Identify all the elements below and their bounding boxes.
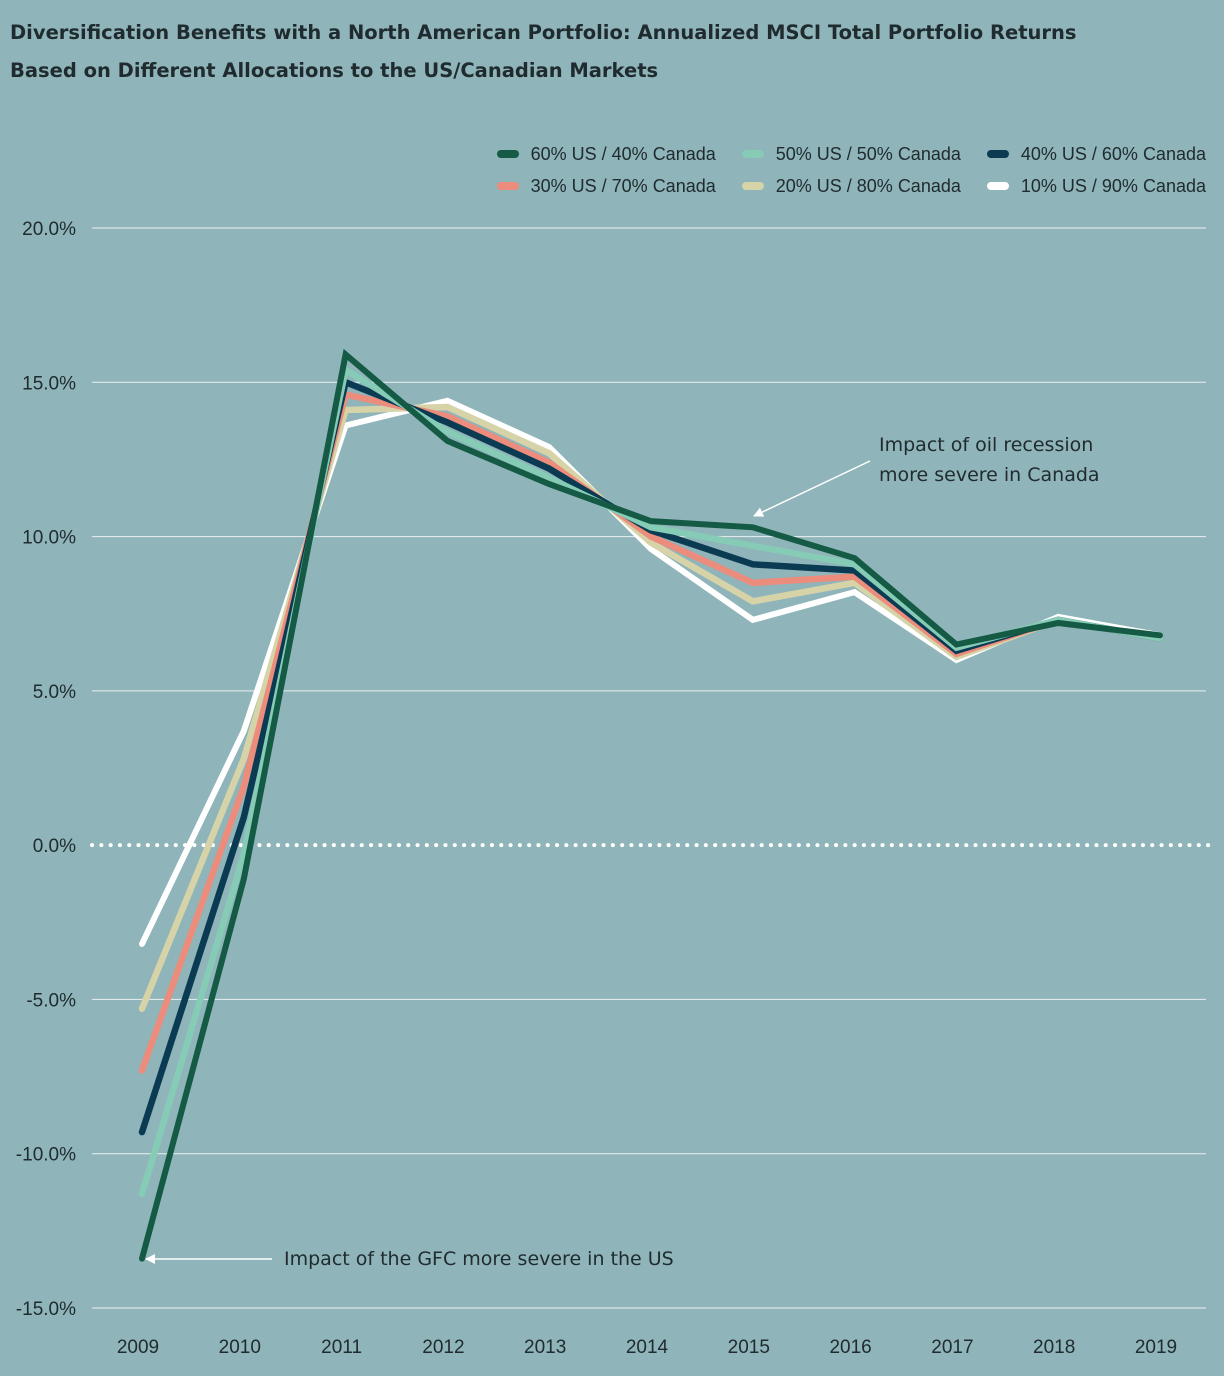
x-tick-label: 2019 (1135, 1337, 1177, 1358)
y-tick-label: 10.0% (22, 528, 76, 549)
legend-swatch (496, 182, 519, 190)
x-tick-label: 2018 (1033, 1337, 1075, 1358)
y-tick-label: 0.0% (33, 836, 76, 857)
series-line (138, 377, 1164, 1136)
annotations: Impact of oil recession more severe in Ca… (145, 434, 1100, 1270)
x-tick-label: 2016 (829, 1337, 871, 1358)
legend-item: 10% US / 90% Canada (986, 174, 1206, 198)
annotation-text: Impact of the GFC more severe in the US (284, 1248, 674, 1270)
x-tick-label: 2017 (931, 1337, 973, 1358)
annotation-text: Impact of oil recession (879, 434, 1093, 456)
chart-legend: 60% US / 40% Canada 50% US / 50% Canada 40… (406, 142, 1206, 198)
x-tick-label: 2014 (626, 1337, 669, 1358)
legend-swatch (986, 150, 1009, 158)
legend-swatch (741, 150, 764, 158)
grid-lines (90, 227, 1212, 1309)
chart-title: Diversification Benefits with a North Am… (10, 21, 1077, 82)
annotation-text: more severe in Canada (879, 464, 1100, 486)
x-tick-label: 2013 (524, 1337, 566, 1358)
series-lines (138, 348, 1164, 1262)
y-tick-label: 5.0% (33, 682, 76, 703)
legend-label: 30% US / 70% Canada (530, 175, 716, 196)
legend-item: 50% US / 50% Canada (741, 142, 961, 166)
y-tick-label: -5.0% (26, 990, 76, 1011)
x-tick-label: 2009 (117, 1337, 159, 1358)
legend-item: 40% US / 60% Canada (986, 142, 1206, 166)
x-tick-label: 2015 (728, 1337, 770, 1358)
x-axis-tick-labels: 2009 2010 2011 2012 2013 2014 2015 2016 2017 2018… (117, 1337, 1177, 1358)
x-tick-label: 2010 (219, 1337, 261, 1358)
legend-item: 30% US / 70% Canada (496, 174, 716, 198)
annotation-arrow (753, 460, 871, 517)
legend-label: 10% US / 90% Canada (1020, 175, 1206, 196)
x-tick-label: 2011 (321, 1337, 362, 1358)
legend-label: 60% US / 40% Canada (530, 143, 716, 164)
y-tick-label: 20.0% (22, 219, 76, 240)
legend-item: 60% US / 40% Canada (496, 142, 716, 166)
legend-swatch (986, 182, 1009, 190)
series-line (138, 364, 1164, 1198)
series-line (138, 390, 1164, 1074)
y-axis-tick-labels: 20.0% 15.0% 10.0% 5.0% 0.0% -5.0% -10.0% -15.0% (16, 219, 76, 1320)
legend-label: 40% US / 60% Canada (1020, 143, 1206, 164)
y-tick-label: -10.0% (16, 1145, 76, 1166)
y-tick-label: 15.0% (22, 373, 76, 394)
legend-item: 20% US / 80% Canada (741, 174, 961, 198)
legend-label: 50% US / 50% Canada (775, 143, 961, 164)
x-tick-label: 2012 (422, 1337, 464, 1358)
legend-label: 20% US / 80% Canada (775, 175, 961, 196)
legend-swatch (741, 182, 764, 190)
legend-swatch (496, 150, 519, 158)
y-tick-label: -15.0% (16, 1299, 76, 1320)
series-line (139, 348, 1163, 1262)
series-line (138, 403, 1164, 1012)
